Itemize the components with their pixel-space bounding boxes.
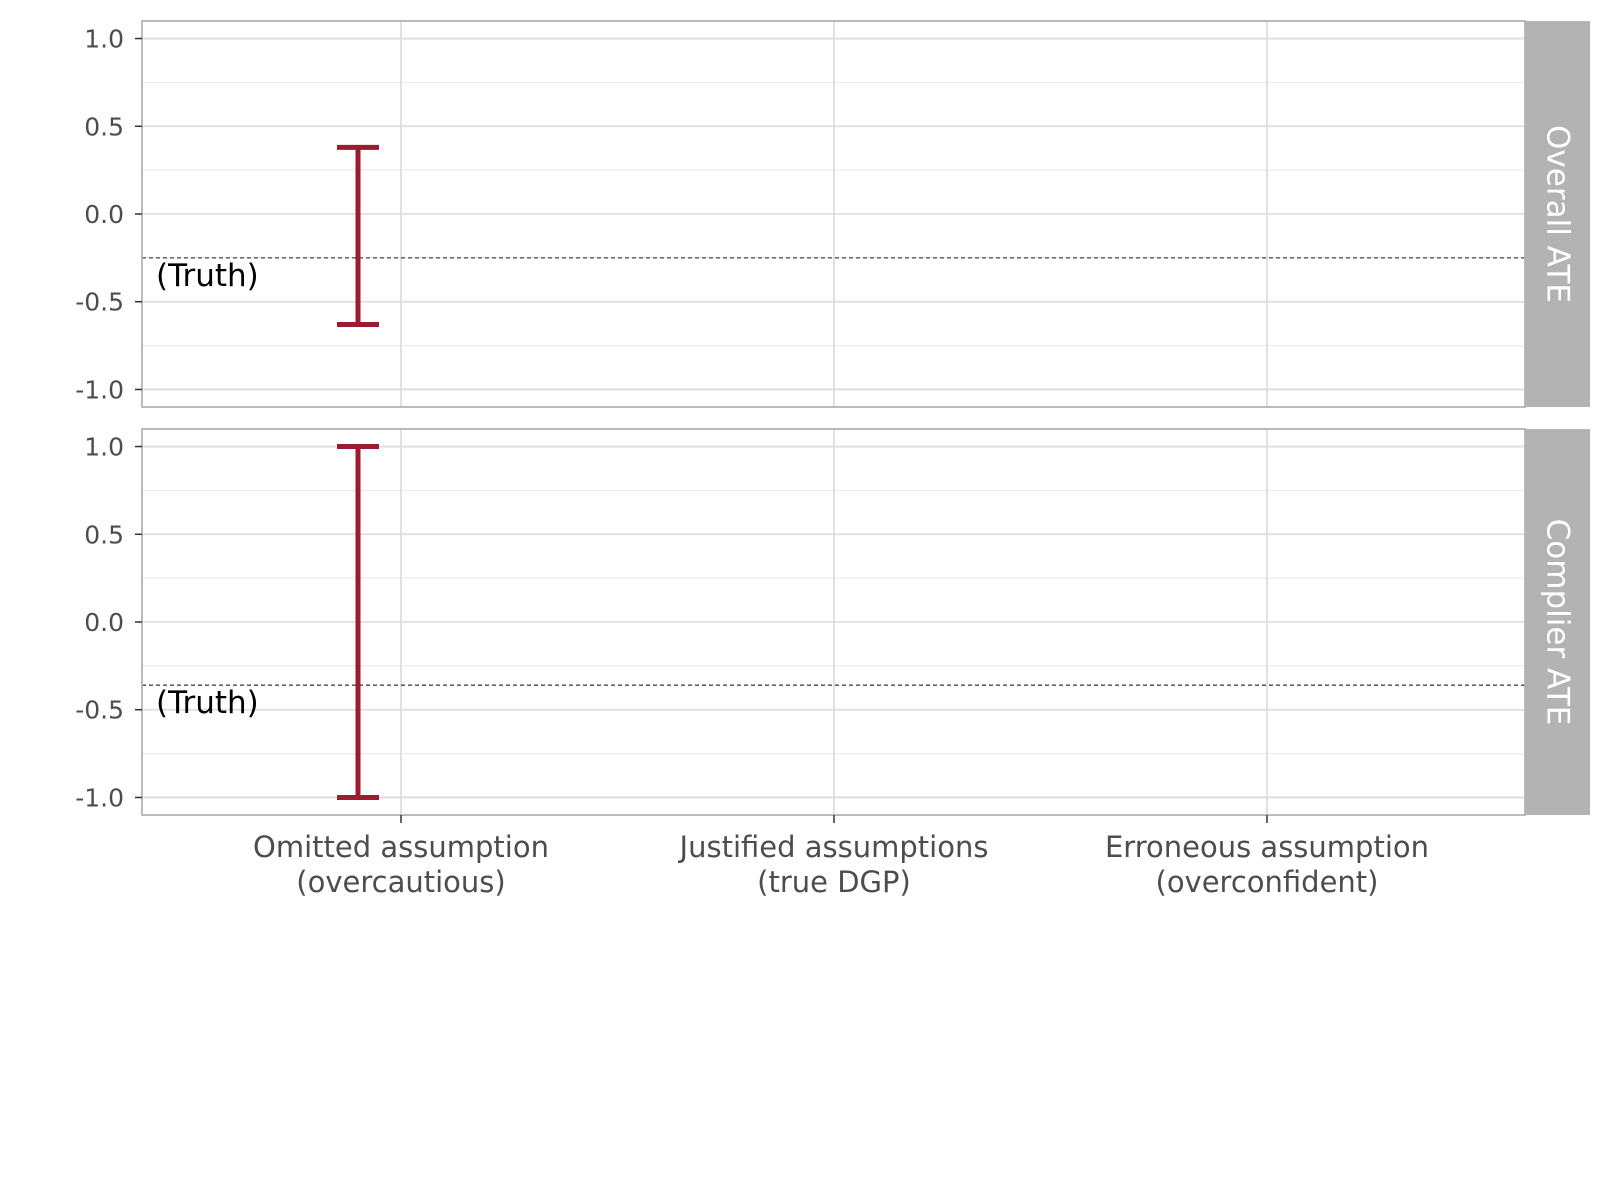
panel-overall-ate: (Truth) 1.0 0.5 0.0 -0.5 -1.0 Overall ATE — [75, 20, 1590, 408]
y-tick-label: -0.5 — [75, 288, 124, 317]
facet-strip — [1525, 21, 1590, 407]
facet-strip — [1525, 429, 1590, 815]
y-tick-label: -1.0 — [75, 783, 124, 812]
facet-strip-label: Overall ATE — [1540, 125, 1576, 303]
x-tick-label: Erroneous assumption — [1105, 830, 1429, 864]
x-tick-label: (overcautious) — [296, 865, 505, 899]
y-tick-label: -0.5 — [75, 696, 124, 725]
y-tick-label: 0.5 — [84, 520, 124, 549]
y-tick-label: -1.0 — [75, 375, 124, 404]
truth-label: (Truth) — [156, 258, 259, 294]
x-tick-label: Justified assumptions — [678, 830, 989, 864]
x-tick-label: Omitted assumption — [253, 830, 549, 864]
x-tick-label: (true DGP) — [757, 865, 911, 899]
facet-strip-label: Complier ATE — [1540, 519, 1576, 726]
interval-errorbar — [337, 444, 379, 800]
y-tick-label: 1.0 — [84, 433, 124, 462]
y-tick-label: 1.0 — [84, 25, 124, 54]
x-tick-label: (overconfident) — [1156, 865, 1379, 899]
y-tick-label: 0.5 — [84, 112, 124, 141]
interval-errorbar — [337, 144, 379, 328]
panel-complier-ate: (Truth) 1.0 0.5 0.0 -0.5 -1.0 Complier ATE — [75, 428, 1590, 816]
truth-label: (Truth) — [156, 685, 259, 721]
y-tick-label: 0.0 — [84, 200, 124, 229]
y-tick-label: 0.0 — [84, 608, 124, 637]
